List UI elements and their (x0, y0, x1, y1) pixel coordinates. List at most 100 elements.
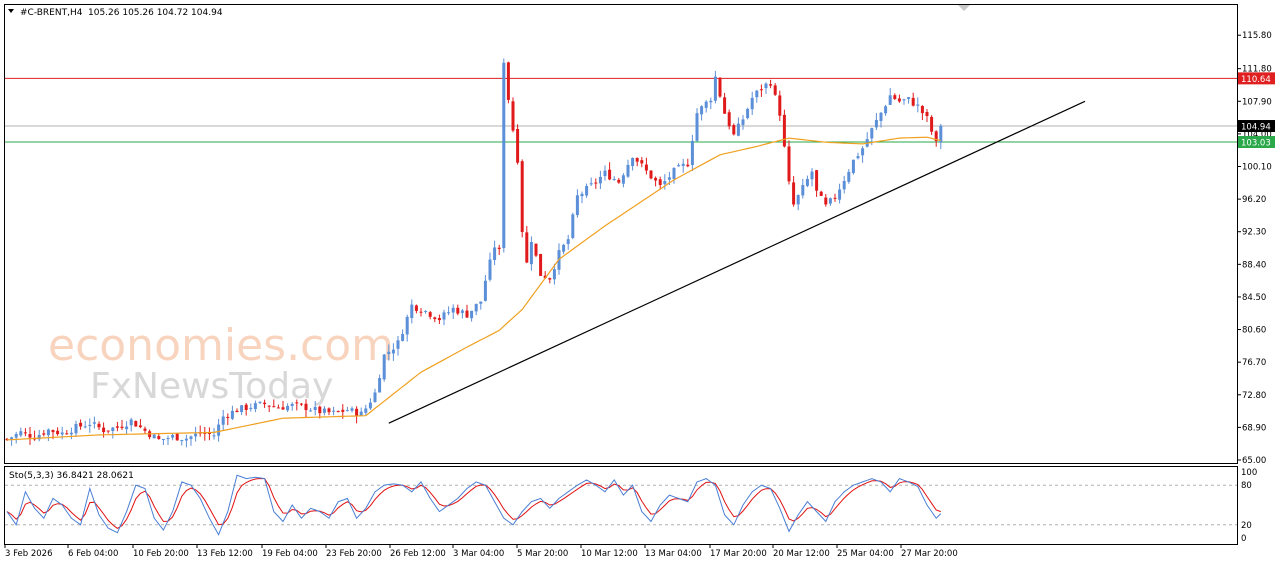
candle-body (548, 278, 552, 280)
candle-body (378, 378, 382, 393)
x-tick-label: 13 Feb 12:00 (197, 549, 253, 559)
candle-body (870, 128, 874, 139)
candle-body (437, 318, 441, 321)
candle-body (212, 435, 216, 437)
candle-body (778, 95, 782, 116)
candle-body (345, 410, 349, 412)
candle-body (401, 334, 405, 341)
candle-body (585, 185, 589, 196)
symbol-label: #C-BRENT,H4 (20, 8, 83, 18)
candle-body (60, 432, 64, 435)
candle-body (502, 62, 506, 249)
trendline[interactable] (388, 100, 1086, 424)
candle-body (755, 90, 759, 98)
candle-body (736, 123, 740, 136)
candle-body (667, 177, 671, 180)
candle-body (925, 112, 929, 117)
candle-body (511, 101, 515, 131)
candle-body (769, 84, 773, 86)
candle-body (115, 426, 119, 428)
candle-body (493, 247, 497, 260)
candle-body (479, 301, 483, 304)
candle-body (916, 104, 920, 106)
candle-body (410, 304, 414, 319)
candle-body (525, 232, 529, 263)
candle-body (111, 427, 115, 432)
candle-body (249, 407, 253, 409)
candle-body (152, 434, 156, 439)
candle-body (851, 159, 855, 174)
candle-body (773, 85, 777, 95)
x-tick-label: 27 Mar 20:00 (901, 549, 958, 559)
candle-body (244, 404, 248, 410)
chart-shift-marker-icon[interactable] (958, 5, 970, 11)
candle-body (506, 62, 510, 100)
y-tick-label: 80.60 (1242, 326, 1266, 336)
candle-body (842, 180, 846, 190)
candle-body (322, 408, 326, 413)
candle-body (276, 407, 280, 409)
candle-body (631, 158, 635, 167)
candle-body (589, 183, 593, 185)
candle-body (125, 426, 129, 430)
candle-body (143, 428, 147, 431)
candle-body (194, 433, 198, 437)
candle-body (902, 99, 906, 101)
dropdown-arrow-icon[interactable] (8, 9, 14, 13)
moving-average-group (6, 136, 941, 441)
candle-body (83, 426, 87, 428)
candle-body (129, 419, 133, 426)
candle-body (805, 178, 809, 186)
candle-body (175, 433, 179, 441)
candle-body (621, 175, 625, 184)
candle-body (796, 195, 800, 205)
stoch-tick-label: 100 (1241, 468, 1257, 478)
candle-body (166, 438, 170, 440)
ohlc-label: 105.26 105.26 104.72 104.94 (88, 8, 223, 18)
candle-body (732, 125, 736, 135)
candle-body (134, 421, 138, 427)
candle-body (428, 312, 432, 317)
candle-body (309, 410, 313, 412)
candle-body (28, 434, 32, 438)
candle-body (253, 403, 257, 410)
candle-body (640, 160, 644, 164)
candle-body (387, 351, 391, 355)
stoch-tick-label: 80 (1241, 481, 1252, 491)
candle-body (874, 119, 878, 128)
candle-body (833, 197, 837, 199)
candle-body (879, 112, 883, 121)
candle-body (184, 438, 188, 441)
candle-body (861, 148, 865, 156)
candle-body (801, 185, 805, 196)
candle-body (281, 407, 285, 410)
candle-body (700, 106, 704, 115)
candle-body (617, 179, 621, 183)
y-tick-label: 88.40 (1242, 260, 1266, 270)
candle-body (332, 410, 336, 412)
candle-body (723, 97, 727, 114)
y-tick-label: 104.00 (1242, 130, 1272, 140)
y-tick-label: 92.30 (1242, 228, 1266, 238)
y-tick-label: 115.80 (1242, 31, 1272, 41)
candle-body (847, 171, 851, 182)
candle-body (562, 244, 566, 252)
x-tick-label: 3 Feb 2026 (5, 549, 53, 559)
x-tick-label: 17 Mar 20:00 (710, 549, 767, 559)
candle-body (654, 177, 658, 181)
candle-body (79, 422, 83, 427)
y-tick-label: 68.90 (1242, 423, 1266, 433)
candle-body (304, 403, 308, 411)
candle-body (19, 431, 23, 436)
candle-body (681, 163, 685, 166)
candle-body (336, 411, 340, 413)
level-tag-support (1238, 135, 1275, 148)
candle-body (709, 100, 713, 103)
candle-body (364, 408, 368, 413)
x-tick-label: 10 Mar 12:00 (581, 549, 638, 559)
candle-body (456, 307, 460, 314)
candle-body (341, 409, 345, 412)
stochastic-axis: 100 80 20 0 (1241, 468, 1257, 544)
candle-body (120, 426, 124, 428)
